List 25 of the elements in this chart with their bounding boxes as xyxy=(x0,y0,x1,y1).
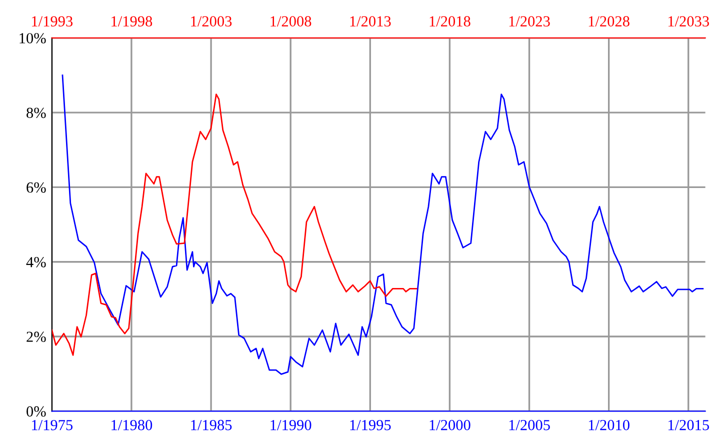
x2-tick-label: 1/2033 xyxy=(668,16,709,26)
x-tick-label: 1/2010 xyxy=(588,420,630,430)
y-tick-label: 2% xyxy=(26,332,46,342)
x2-tick-label: 1/2028 xyxy=(588,16,630,26)
line-series xyxy=(62,74,704,375)
x-tick-label: 1/2015 xyxy=(668,420,709,430)
x-tick-label: 1/1995 xyxy=(350,420,391,430)
x-tick-label: 1/2000 xyxy=(430,420,470,430)
x2-tick-label: 1/2013 xyxy=(350,16,391,26)
x-tick-label: 1/1980 xyxy=(112,420,152,430)
x-tick-label: 1/1985 xyxy=(191,420,232,430)
y-tick-label: 0% xyxy=(26,406,46,417)
x2-tick-label: 1/2018 xyxy=(430,16,470,26)
x-tick-label: 1/1990 xyxy=(270,420,312,430)
x2-tick-label: 1/1998 xyxy=(112,16,152,26)
y-tick-label: 4% xyxy=(26,257,46,268)
x2-tick-label: 1/2008 xyxy=(270,16,312,26)
x-tick-label: 1/1975 xyxy=(32,420,73,430)
x2-tick-label: 1/2003 xyxy=(191,16,232,26)
x2-tick-label: 1/2023 xyxy=(509,16,550,26)
y-tick-label: 6% xyxy=(26,182,46,193)
y-tick-label: 8% xyxy=(26,108,46,118)
x-tick-label: 1/2005 xyxy=(509,420,550,430)
x2-tick-label: 1/1993 xyxy=(32,16,73,26)
y-tick-label: 10% xyxy=(20,33,46,44)
